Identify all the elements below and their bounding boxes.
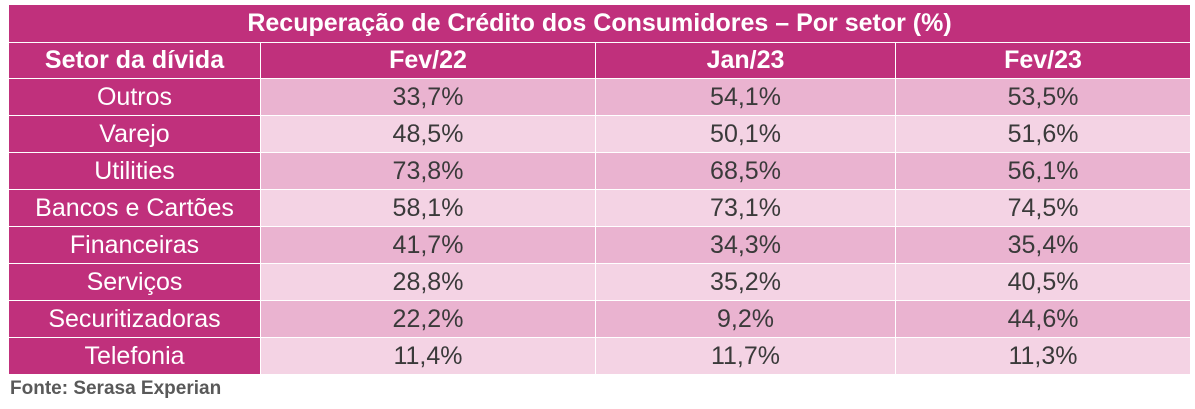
- value-cell: 73,8%: [260, 152, 596, 190]
- column-header-fev23: Fev/23: [894, 42, 1192, 79]
- table-row: Utilities 73,8% 68,5% 56,1%: [8, 152, 1192, 190]
- table-title-row: Recuperação de Crédito dos Consumidores …: [7, 4, 1192, 43]
- value-cell: 51,6%: [894, 115, 1192, 153]
- column-header-sector: Setor da dívida: [8, 42, 261, 79]
- value-cell: 35,4%: [894, 226, 1192, 264]
- value-cell: 68,5%: [595, 152, 896, 190]
- value-cell: 58,1%: [260, 189, 596, 227]
- sector-label: Outros: [8, 78, 261, 116]
- value-cell: 50,1%: [595, 115, 896, 153]
- value-cell: 28,8%: [260, 263, 596, 301]
- sector-label: Financeiras: [8, 226, 261, 264]
- table-row: Telefonia 11,4% 11,7% 11,3%: [8, 337, 1192, 375]
- credit-recovery-table: Recuperação de Crédito dos Consumidores …: [7, 4, 1192, 375]
- value-cell: 11,7%: [595, 337, 896, 375]
- column-header-fev22: Fev/22: [260, 42, 596, 79]
- table-row: Varejo 48,5% 50,1% 51,6%: [8, 115, 1192, 153]
- table-body: Outros 33,7% 54,1% 53,5% Varejo 48,5% 50,1% 51,…: [8, 78, 1192, 375]
- value-cell: 48,5%: [260, 115, 596, 153]
- value-cell: 40,5%: [894, 263, 1192, 301]
- sector-label: Securitizadoras: [8, 300, 261, 338]
- table-row: Financeiras 41,7% 34,3% 35,4%: [8, 226, 1192, 264]
- source-note: Fonte: Serasa Experian: [10, 378, 222, 399]
- value-cell: 11,4%: [260, 337, 596, 375]
- value-cell: 22,2%: [260, 300, 596, 338]
- sector-label: Utilities: [8, 152, 261, 190]
- column-header-jan23: Jan/23: [595, 42, 896, 79]
- value-cell: 44,6%: [894, 300, 1192, 338]
- table-row: Serviços 28,8% 35,2% 40,5%: [8, 263, 1192, 301]
- value-cell: 33,7%: [260, 78, 596, 116]
- sector-label: Serviços: [8, 263, 261, 301]
- sector-label: Bancos e Cartões: [8, 189, 261, 227]
- value-cell: 53,5%: [894, 78, 1192, 116]
- table-container: Recuperação de Crédito dos Consumidores …: [7, 4, 1192, 375]
- table-title: Recuperação de Crédito dos Consumidores …: [7, 4, 1192, 43]
- sector-label: Varejo: [8, 115, 261, 153]
- value-cell: 9,2%: [595, 300, 896, 338]
- value-cell: 54,1%: [595, 78, 896, 116]
- value-cell: 11,3%: [894, 337, 1192, 375]
- value-cell: 35,2%: [595, 263, 896, 301]
- value-cell: 41,7%: [260, 226, 596, 264]
- value-cell: 74,5%: [894, 189, 1192, 227]
- value-cell: 34,3%: [595, 226, 896, 264]
- value-cell: 73,1%: [595, 189, 896, 227]
- header-row: Setor da dívida Fev/22 Jan/23 Fev/23: [8, 42, 1192, 79]
- table-row: Bancos e Cartões 58,1% 73,1% 74,5%: [8, 189, 1192, 227]
- value-cell: 56,1%: [894, 152, 1192, 190]
- table-row: Outros 33,7% 54,1% 53,5%: [8, 78, 1192, 116]
- sector-label: Telefonia: [8, 337, 261, 375]
- table-row: Securitizadoras 22,2% 9,2% 44,6%: [8, 300, 1192, 338]
